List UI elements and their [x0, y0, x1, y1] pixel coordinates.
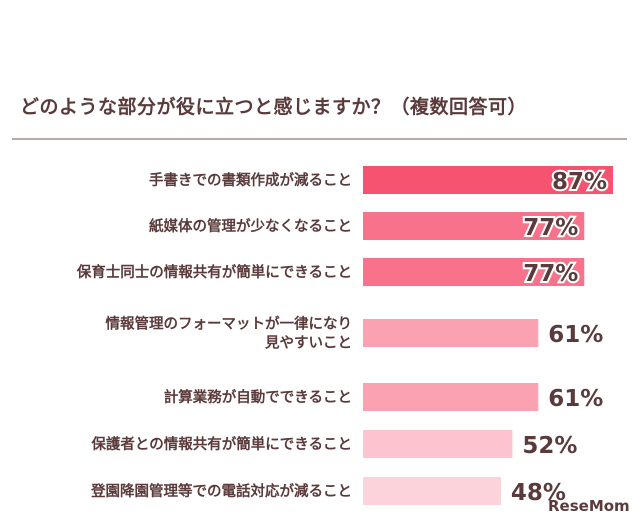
value-label: 52%: [522, 433, 577, 459]
watermark-logo: ReseMom: [548, 497, 630, 515]
category-label: 登園降園管理等での電話対応が減ること: [90, 482, 352, 500]
value-label: 77%: [523, 261, 578, 287]
bar: [363, 319, 539, 347]
value-label: 61%: [548, 322, 603, 348]
value-label: 87%: [552, 169, 607, 195]
category-label: 保育士同士の情報共有が簡単にできること: [76, 263, 352, 281]
chart-title: どのような部分が役に立つと感じますか？（複数回答可）: [20, 96, 528, 118]
category-label: 見やすいこと: [264, 335, 352, 352]
category-label: 手書きでの書類作成が減ること: [149, 171, 352, 189]
title-divider: [12, 138, 627, 140]
category-label: 情報管理のフォーマットが一律になり: [106, 315, 353, 333]
value-label: 48%: [511, 480, 566, 506]
category-label: 保護者との情報共有が簡単にできること: [90, 435, 352, 453]
bar: [363, 258, 585, 286]
value-label: 77%: [523, 215, 578, 241]
category-label: 計算業務が自動でできること: [164, 388, 352, 406]
bar: [363, 212, 585, 240]
bar: [363, 430, 513, 458]
category-label: 紙媒体の管理が少なくなること: [149, 217, 352, 235]
bar: [363, 477, 501, 505]
bar: [363, 166, 613, 194]
value-label: 61%: [548, 386, 603, 412]
bar: [363, 383, 539, 411]
